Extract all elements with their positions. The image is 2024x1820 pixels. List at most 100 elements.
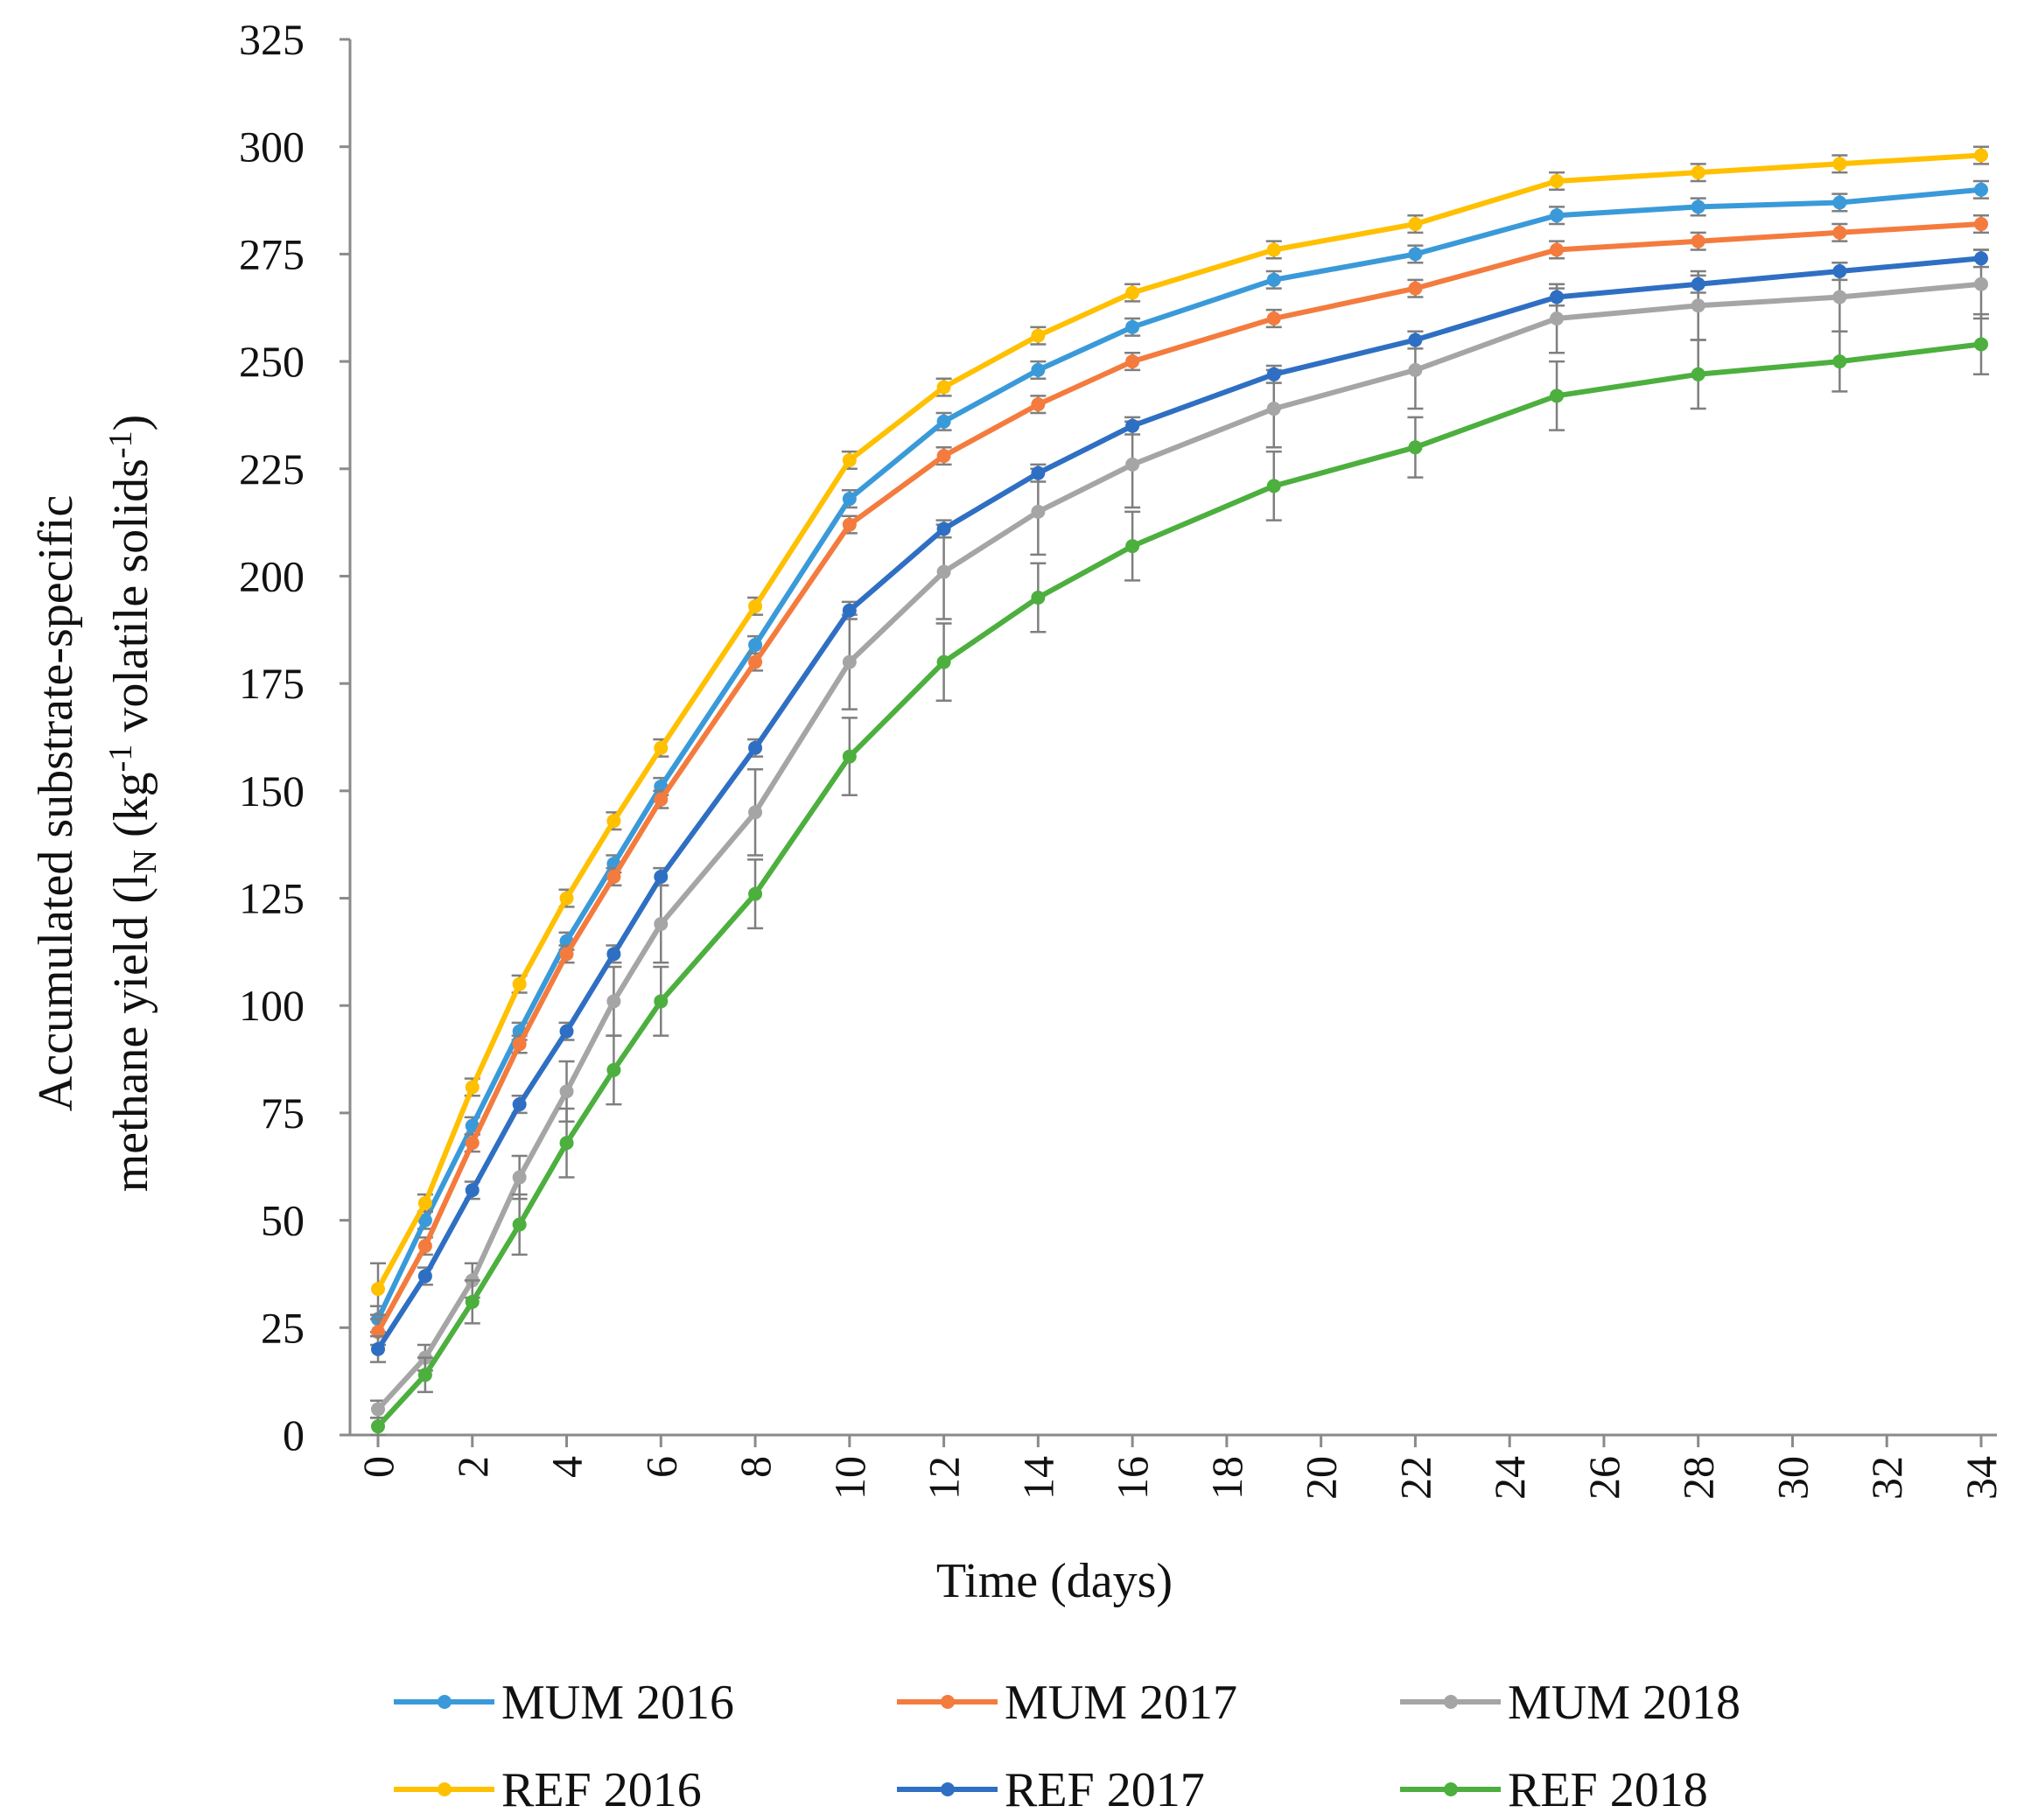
legend-swatch-marker bbox=[1444, 1782, 1458, 1796]
legend-item-ref-2016: REF 2016 bbox=[394, 1763, 702, 1817]
data-point bbox=[1974, 337, 1988, 352]
series-ref-2016 bbox=[370, 145, 1989, 1316]
y-tick-label: 200 bbox=[239, 551, 305, 600]
data-point bbox=[1031, 591, 1046, 605]
y-tick-label: 0 bbox=[283, 1410, 305, 1460]
x-tick-label: 10 bbox=[825, 1456, 874, 1500]
data-point bbox=[1031, 328, 1046, 343]
legend-item-mum-2018: MUM 2018 bbox=[1400, 1676, 1740, 1730]
data-point bbox=[1691, 298, 1705, 313]
y-tick-label: 325 bbox=[239, 15, 305, 64]
series-line bbox=[375, 256, 1984, 1352]
data-point bbox=[936, 654, 951, 669]
data-point bbox=[842, 452, 857, 467]
x-tick-label: 30 bbox=[1768, 1456, 1817, 1500]
y-tick-label: 125 bbox=[239, 874, 305, 923]
data-point bbox=[936, 380, 951, 395]
y-tick-label: 75 bbox=[261, 1088, 305, 1138]
x-tick-label: 8 bbox=[731, 1456, 780, 1478]
data-point bbox=[1691, 165, 1705, 180]
data-point bbox=[559, 1024, 574, 1039]
x-tick-label: 14 bbox=[1013, 1456, 1062, 1500]
legend: MUM 2016 MUM 2017 MUM 2018 REF 2016 REF 2017… bbox=[394, 1676, 1740, 1817]
x-tick-label: 2 bbox=[448, 1456, 497, 1478]
y-axis-title-superscript-2: -1 bbox=[102, 430, 139, 458]
data-point bbox=[1550, 173, 1565, 188]
data-point bbox=[417, 1239, 432, 1254]
data-point bbox=[371, 1419, 385, 1434]
data-point bbox=[1832, 157, 1847, 172]
data-point bbox=[606, 870, 621, 884]
x-tick-label: 24 bbox=[1485, 1456, 1534, 1500]
data-point bbox=[1266, 312, 1281, 326]
series-line bbox=[375, 186, 1984, 1322]
data-point bbox=[559, 1136, 574, 1151]
data-point bbox=[748, 637, 763, 652]
y-axis-title-superscript-1: -1 bbox=[102, 745, 139, 773]
data-point bbox=[748, 886, 763, 901]
data-point bbox=[1125, 285, 1140, 300]
data-point bbox=[1125, 354, 1140, 369]
data-point bbox=[1125, 457, 1140, 472]
data-point bbox=[1031, 504, 1046, 519]
data-point bbox=[417, 1368, 432, 1382]
legend-item-ref-2018: REF 2018 bbox=[1400, 1763, 1708, 1817]
data-point bbox=[606, 994, 621, 1009]
y-axis-title-part-1: methane yield (l bbox=[104, 873, 158, 1192]
data-point bbox=[606, 947, 621, 962]
data-point bbox=[1408, 247, 1423, 262]
y-axis-title-line-2: methane yield (lN (kg-1 volatile solids-… bbox=[102, 415, 164, 1193]
series-mum-2018 bbox=[370, 248, 1989, 1419]
x-tick-label: 20 bbox=[1297, 1456, 1346, 1500]
data-point bbox=[371, 1402, 385, 1417]
x-axis-title: Time (days) bbox=[936, 1554, 1173, 1608]
x-tick-label: 32 bbox=[1862, 1456, 1911, 1500]
data-point bbox=[371, 1341, 385, 1356]
legend-swatch-marker bbox=[941, 1695, 955, 1709]
x-tick-label: 4 bbox=[543, 1456, 592, 1478]
y-tick-label: 175 bbox=[239, 659, 305, 708]
data-point bbox=[1691, 200, 1705, 214]
data-point bbox=[1408, 362, 1423, 377]
data-point bbox=[465, 1183, 480, 1198]
data-point bbox=[1125, 539, 1140, 554]
data-point bbox=[1974, 148, 1988, 163]
data-point bbox=[1408, 440, 1423, 455]
data-point bbox=[748, 598, 763, 613]
data-point bbox=[417, 1195, 432, 1210]
data-point bbox=[1266, 479, 1281, 494]
y-tick-label: 300 bbox=[239, 122, 305, 172]
y-tick-label: 100 bbox=[239, 981, 305, 1030]
legend-item-ref-2017: REF 2017 bbox=[897, 1763, 1205, 1817]
data-point bbox=[1550, 242, 1565, 257]
data-point bbox=[559, 1084, 574, 1099]
x-tick-label: 26 bbox=[1579, 1456, 1628, 1500]
legend-swatch-marker bbox=[438, 1695, 452, 1709]
data-point bbox=[842, 603, 857, 618]
x-tick-label: 12 bbox=[920, 1456, 969, 1500]
data-point bbox=[936, 522, 951, 536]
y-axis-title-part-3: volatile solids bbox=[104, 458, 158, 745]
data-point bbox=[1408, 217, 1423, 232]
data-point bbox=[512, 1170, 527, 1185]
series-line bbox=[375, 152, 1984, 1292]
data-point bbox=[654, 994, 669, 1009]
data-point bbox=[748, 740, 763, 755]
x-tick-label: 6 bbox=[636, 1456, 685, 1478]
legend-swatch-marker bbox=[941, 1782, 955, 1796]
data-point bbox=[1691, 276, 1705, 291]
data-point bbox=[606, 814, 621, 829]
data-point bbox=[1408, 332, 1423, 347]
x-tick-label: 18 bbox=[1202, 1456, 1251, 1500]
data-point bbox=[1550, 290, 1565, 304]
legend-label: REF 2017 bbox=[1005, 1763, 1205, 1817]
data-point bbox=[842, 749, 857, 764]
x-tick-label: 16 bbox=[1108, 1456, 1157, 1500]
data-point bbox=[512, 1097, 527, 1112]
series-mum-2016 bbox=[370, 179, 1989, 1334]
data-point bbox=[936, 414, 951, 429]
data-point bbox=[465, 1136, 480, 1151]
data-point bbox=[1832, 195, 1847, 210]
data-point bbox=[842, 517, 857, 532]
